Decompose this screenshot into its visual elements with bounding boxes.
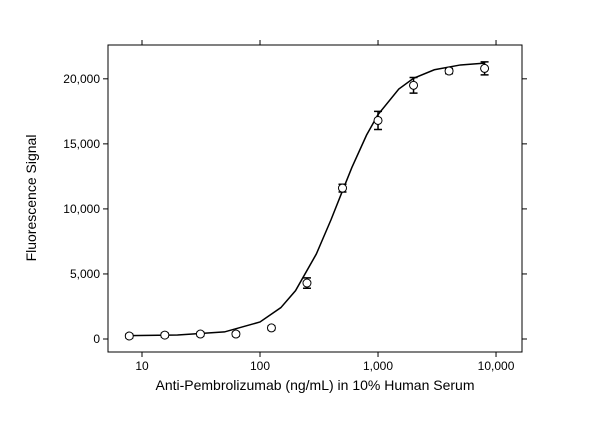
y-tick-label: 15,000 [63,137,100,151]
y-tick-label: 5,000 [70,267,100,281]
data-point [480,63,490,73]
x-tick-label: 100 [250,359,270,373]
y-axis-label: Fluorescence Signal [23,135,39,262]
data-point [160,330,170,340]
data-point [373,115,383,125]
plot-frame [107,44,523,353]
fit-curve [129,62,485,337]
data-point [409,80,419,90]
data-point [231,329,241,339]
x-axis-label: Anti-Pembrolizumab (ng/mL) in 10% Human … [155,377,474,393]
data-point [124,331,134,341]
x-tick-label: 1,000 [363,359,393,373]
data-point [195,329,205,339]
y-tick-label: 0 [93,332,100,346]
x-tick-label: 10,000 [478,359,515,373]
data-point [337,183,347,193]
y-tick-label: 20,000 [63,72,100,86]
data-point [302,278,312,288]
data-point [266,323,276,333]
y-tick-label: 10,000 [63,202,100,216]
x-tick-label: 10 [135,359,149,373]
data-point [444,66,454,76]
